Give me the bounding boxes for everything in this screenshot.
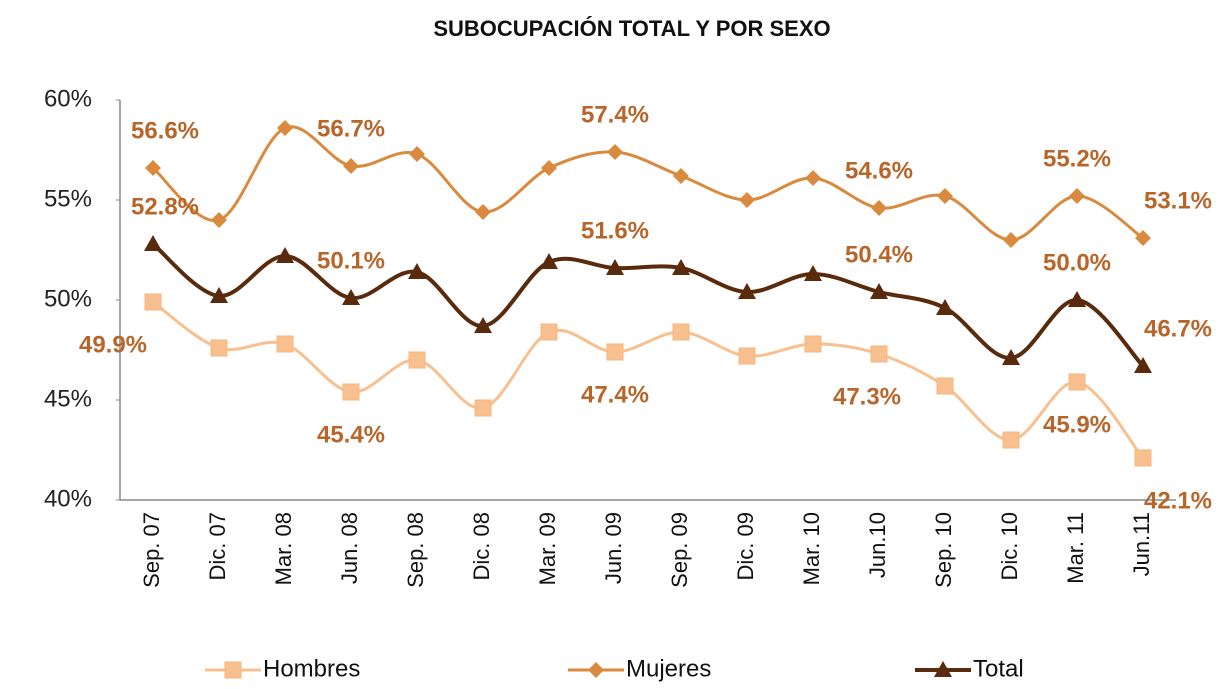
x-tick-label: Dic. 08: [469, 512, 494, 580]
point-marker: [607, 144, 623, 160]
data-label: 45.9%: [1043, 411, 1111, 438]
data-label: 51.6%: [581, 217, 649, 244]
series-line: [151, 242, 1145, 368]
x-tick-label: Dic. 09: [733, 512, 758, 580]
point-marker: [342, 289, 360, 305]
point-marker: [540, 253, 558, 269]
x-tick-label: Mar. 09: [535, 512, 560, 585]
point-marker: [144, 235, 162, 251]
data-label: 47.4%: [581, 381, 649, 408]
data-label: 52.8%: [131, 193, 199, 220]
point-marker: [870, 345, 888, 363]
point-marker: [805, 170, 821, 186]
point-marker: [210, 287, 228, 303]
point-marker: [408, 263, 426, 279]
data-label: 45.4%: [317, 421, 385, 448]
point-marker: [277, 120, 293, 136]
data-label: 55.2%: [1043, 145, 1111, 172]
y-tick-label: 60%: [44, 85, 92, 112]
point-marker: [1068, 373, 1086, 391]
data-label: 57.4%: [581, 101, 649, 128]
legend-label: Mujeres: [626, 655, 711, 682]
point-marker: [276, 247, 294, 263]
data-label: 46.7%: [1144, 315, 1212, 342]
point-marker: [1068, 291, 1086, 307]
point-marker: [870, 283, 888, 299]
point-marker: [276, 335, 294, 353]
point-marker: [672, 323, 690, 341]
data-label: 47.3%: [833, 383, 901, 410]
point-marker: [475, 204, 491, 220]
data-label: 54.6%: [845, 157, 913, 184]
point-marker: [541, 160, 557, 176]
point-marker: [1134, 449, 1152, 467]
point-marker: [211, 212, 227, 228]
legend-label: Hombres: [263, 655, 360, 682]
point-marker: [1002, 349, 1020, 365]
point-marker: [540, 323, 558, 341]
point-marker: [936, 377, 954, 395]
point-marker: [672, 259, 690, 275]
y-tick-label: 40%: [44, 485, 92, 512]
x-tick-label: Jun.10: [865, 512, 890, 578]
x-tick-label: Sep. 10: [931, 512, 956, 588]
point-marker: [673, 168, 689, 184]
point-marker: [937, 188, 953, 204]
point-marker: [871, 200, 887, 216]
point-marker: [474, 399, 492, 417]
data-label: 49.9%: [79, 331, 147, 358]
data-label: 56.7%: [317, 115, 385, 142]
point-marker: [739, 192, 755, 208]
legend-label: Total: [973, 655, 1024, 682]
chart-title: SUBOCUPACIÓN TOTAL Y POR SEXO: [433, 16, 830, 41]
y-tick-label: 45%: [44, 385, 92, 412]
data-label: 50.1%: [317, 247, 385, 274]
x-tick-label: Jun.11: [1129, 512, 1154, 576]
x-tick-label: Dic. 07: [205, 512, 230, 580]
point-marker: [409, 146, 425, 162]
data-label: 56.6%: [131, 117, 199, 144]
point-marker: [1134, 357, 1152, 373]
point-marker: [1069, 188, 1085, 204]
x-tick-label: Mar. 10: [799, 512, 824, 585]
point-marker: [1003, 232, 1019, 248]
point-marker: [804, 335, 822, 353]
point-marker: [145, 160, 161, 176]
x-tick-label: Mar. 08: [271, 512, 296, 585]
point-marker: [210, 339, 228, 357]
x-tick-label: Sep. 09: [667, 512, 692, 588]
point-marker: [408, 351, 426, 369]
legend-marker: [224, 661, 242, 679]
y-tick-label: 50%: [44, 285, 92, 312]
point-marker: [144, 293, 162, 311]
point-marker: [342, 383, 360, 401]
point-marker: [738, 347, 756, 365]
x-tick-label: Jun. 09: [601, 512, 626, 584]
series-line: [151, 125, 1144, 242]
point-marker: [474, 317, 492, 333]
data-label: 50.4%: [845, 241, 913, 268]
point-marker: [343, 158, 359, 174]
x-tick-label: Mar. 11: [1063, 512, 1088, 584]
x-tick-label: Sep. 07: [139, 512, 164, 588]
point-marker: [1002, 431, 1020, 449]
point-marker: [804, 265, 822, 281]
point-marker: [606, 343, 624, 361]
series-line: [152, 300, 1145, 459]
x-tick-label: Dic. 10: [997, 512, 1022, 580]
data-label: 53.1%: [1144, 187, 1212, 214]
point-marker: [936, 299, 954, 315]
point-marker: [738, 283, 756, 299]
legend-marker: [588, 662, 604, 678]
x-tick-label: Sep. 08: [403, 512, 428, 588]
legend-marker: [934, 661, 952, 677]
x-tick-label: Jun. 08: [337, 512, 362, 584]
data-label: 50.0%: [1043, 249, 1111, 276]
data-label: 42.1%: [1144, 487, 1212, 514]
y-tick-label: 55%: [44, 185, 92, 212]
point-marker: [606, 259, 624, 275]
point-marker: [1135, 230, 1151, 246]
